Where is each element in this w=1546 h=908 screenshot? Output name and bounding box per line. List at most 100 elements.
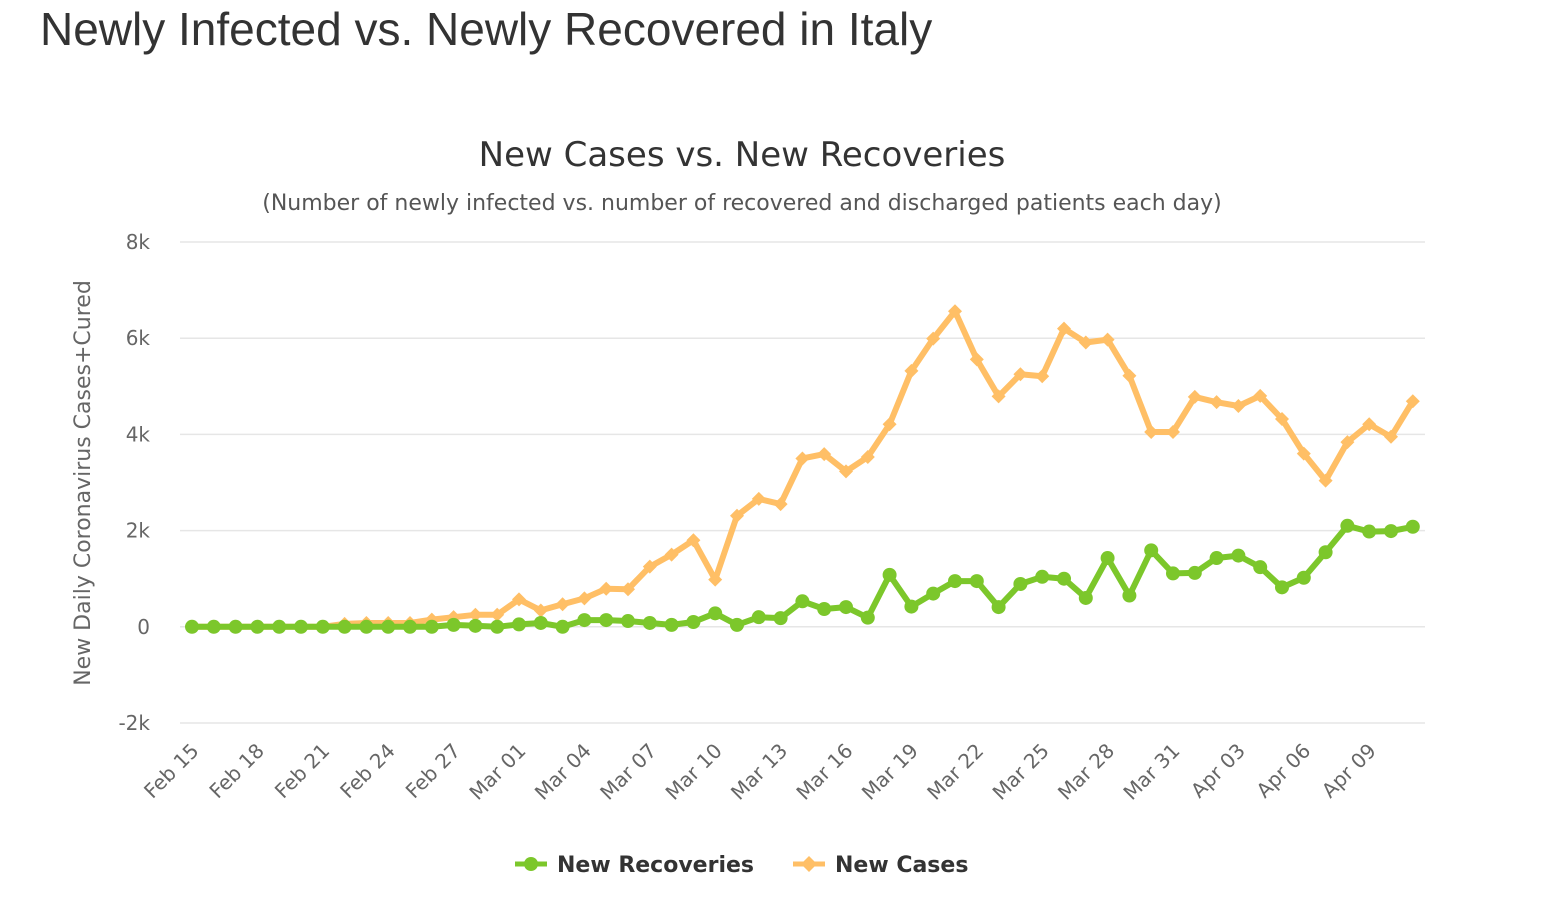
data-point-new-recoveries[interactable] [359,619,374,634]
data-point-new-cases[interactable] [1253,388,1268,403]
data-point-new-recoveries[interactable] [839,600,853,615]
data-point-new-recoveries[interactable] [424,619,439,634]
data-point-new-recoveries[interactable] [555,619,570,634]
data-point-new-cases[interactable] [1405,394,1420,409]
data-point-new-cases[interactable] [1384,429,1398,444]
data-point-new-cases[interactable] [1187,389,1202,404]
data-point-new-cases[interactable] [642,559,657,574]
data-point-new-recoveries[interactable] [969,574,984,589]
data-point-new-recoveries[interactable] [512,617,526,632]
data-point-new-recoveries[interactable] [795,594,810,609]
legend-item-new-cases[interactable]: New Cases [793,853,968,878]
data-point-new-recoveries[interactable] [773,611,788,626]
data-point-new-cases[interactable] [621,582,635,597]
legend[interactable]: New Recoveries New Cases [515,853,968,878]
data-point-new-cases[interactable] [817,447,832,462]
data-point-new-recoveries[interactable] [1035,569,1050,584]
data-point-new-recoveries[interactable] [926,586,941,601]
data-point-new-recoveries[interactable] [1253,560,1268,575]
data-point-new-recoveries[interactable] [446,617,461,632]
data-point-new-cases[interactable] [926,331,941,346]
data-point-new-recoveries[interactable] [1340,518,1355,533]
data-point-new-recoveries[interactable] [468,618,483,633]
data-point-new-recoveries[interactable] [730,617,744,632]
data-point-new-cases[interactable] [1035,369,1050,384]
data-point-new-recoveries[interactable] [490,619,505,634]
data-point-new-cases[interactable] [1318,473,1333,488]
data-point-new-recoveries[interactable] [1144,543,1159,558]
data-point-new-cases[interactable] [991,389,1006,404]
data-point-new-cases[interactable] [599,581,614,596]
data-point-new-cases[interactable] [795,451,810,466]
data-point-new-cases[interactable] [577,591,592,606]
data-point-new-recoveries[interactable] [533,615,548,630]
data-point-new-cases[interactable] [1340,435,1355,450]
data-point-new-recoveries[interactable] [1187,565,1202,580]
legend-item-new-recoveries[interactable]: New Recoveries [515,853,754,878]
data-point-new-recoveries[interactable] [751,610,766,625]
data-point-new-recoveries[interactable] [1405,519,1420,534]
data-point-new-cases[interactable] [512,592,526,607]
data-point-new-cases[interactable] [948,304,962,319]
data-point-new-cases[interactable] [860,450,875,465]
data-point-new-recoveries[interactable] [1384,524,1398,539]
data-point-new-recoveries[interactable] [882,567,897,582]
data-point-new-recoveries[interactable] [185,619,199,634]
data-point-new-cases[interactable] [533,603,548,618]
data-point-new-cases[interactable] [904,363,919,378]
data-point-new-recoveries[interactable] [1209,551,1224,566]
data-point-new-cases[interactable] [490,607,505,622]
data-point-new-recoveries[interactable] [904,599,919,614]
data-point-new-recoveries[interactable] [860,610,875,625]
data-point-new-cases[interactable] [1100,332,1115,347]
data-point-new-cases[interactable] [1166,424,1180,439]
data-point-new-recoveries[interactable] [403,619,417,634]
data-point-new-cases[interactable] [773,497,788,512]
data-point-new-recoveries[interactable] [708,606,723,621]
data-point-new-recoveries[interactable] [294,619,308,634]
data-point-new-cases[interactable] [751,491,766,506]
data-point-new-recoveries[interactable] [1275,580,1289,595]
data-point-new-cases[interactable] [839,464,853,479]
data-point-new-cases[interactable] [708,572,723,587]
data-point-new-recoveries[interactable] [664,617,679,632]
data-point-new-cases[interactable] [686,533,701,548]
data-point-new-cases[interactable] [730,508,744,523]
data-point-new-recoveries[interactable] [1100,551,1115,566]
data-point-new-recoveries[interactable] [991,600,1006,615]
data-point-new-recoveries[interactable] [817,602,832,617]
data-point-new-cases[interactable] [1144,424,1159,439]
data-point-new-recoveries[interactable] [642,615,657,630]
data-point-new-recoveries[interactable] [206,619,221,634]
data-point-new-cases[interactable] [1296,446,1311,461]
data-point-new-cases[interactable] [1057,321,1071,336]
data-point-new-recoveries[interactable] [686,614,701,629]
data-point-new-recoveries[interactable] [272,619,287,634]
data-point-new-cases[interactable] [1231,399,1246,414]
data-point-new-recoveries[interactable] [228,619,243,634]
data-point-new-recoveries[interactable] [1231,548,1246,563]
data-point-new-cases[interactable] [1275,412,1289,427]
data-point-new-recoveries[interactable] [1057,571,1071,586]
data-point-new-recoveries[interactable] [599,613,614,628]
data-point-new-cases[interactable] [1122,368,1137,383]
data-point-new-recoveries[interactable] [1318,545,1333,560]
data-point-new-recoveries[interactable] [1122,588,1137,603]
data-point-new-cases[interactable] [664,547,679,562]
data-point-new-recoveries[interactable] [1362,524,1377,539]
data-point-new-recoveries[interactable] [1296,570,1311,585]
data-point-new-recoveries[interactable] [1078,590,1093,605]
data-point-new-cases[interactable] [1362,417,1377,432]
data-point-new-recoveries[interactable] [577,613,592,628]
data-point-new-recoveries[interactable] [381,619,396,634]
data-point-new-recoveries[interactable] [1013,576,1028,591]
data-point-new-recoveries[interactable] [948,574,962,589]
data-point-new-recoveries[interactable] [337,619,352,634]
data-point-new-recoveries[interactable] [1166,566,1180,581]
data-point-new-cases[interactable] [1209,395,1224,410]
data-point-new-recoveries[interactable] [315,619,330,634]
data-point-new-cases[interactable] [1013,367,1028,382]
data-point-new-cases[interactable] [969,352,984,367]
data-point-new-recoveries[interactable] [250,619,265,634]
data-point-new-recoveries[interactable] [621,614,635,629]
